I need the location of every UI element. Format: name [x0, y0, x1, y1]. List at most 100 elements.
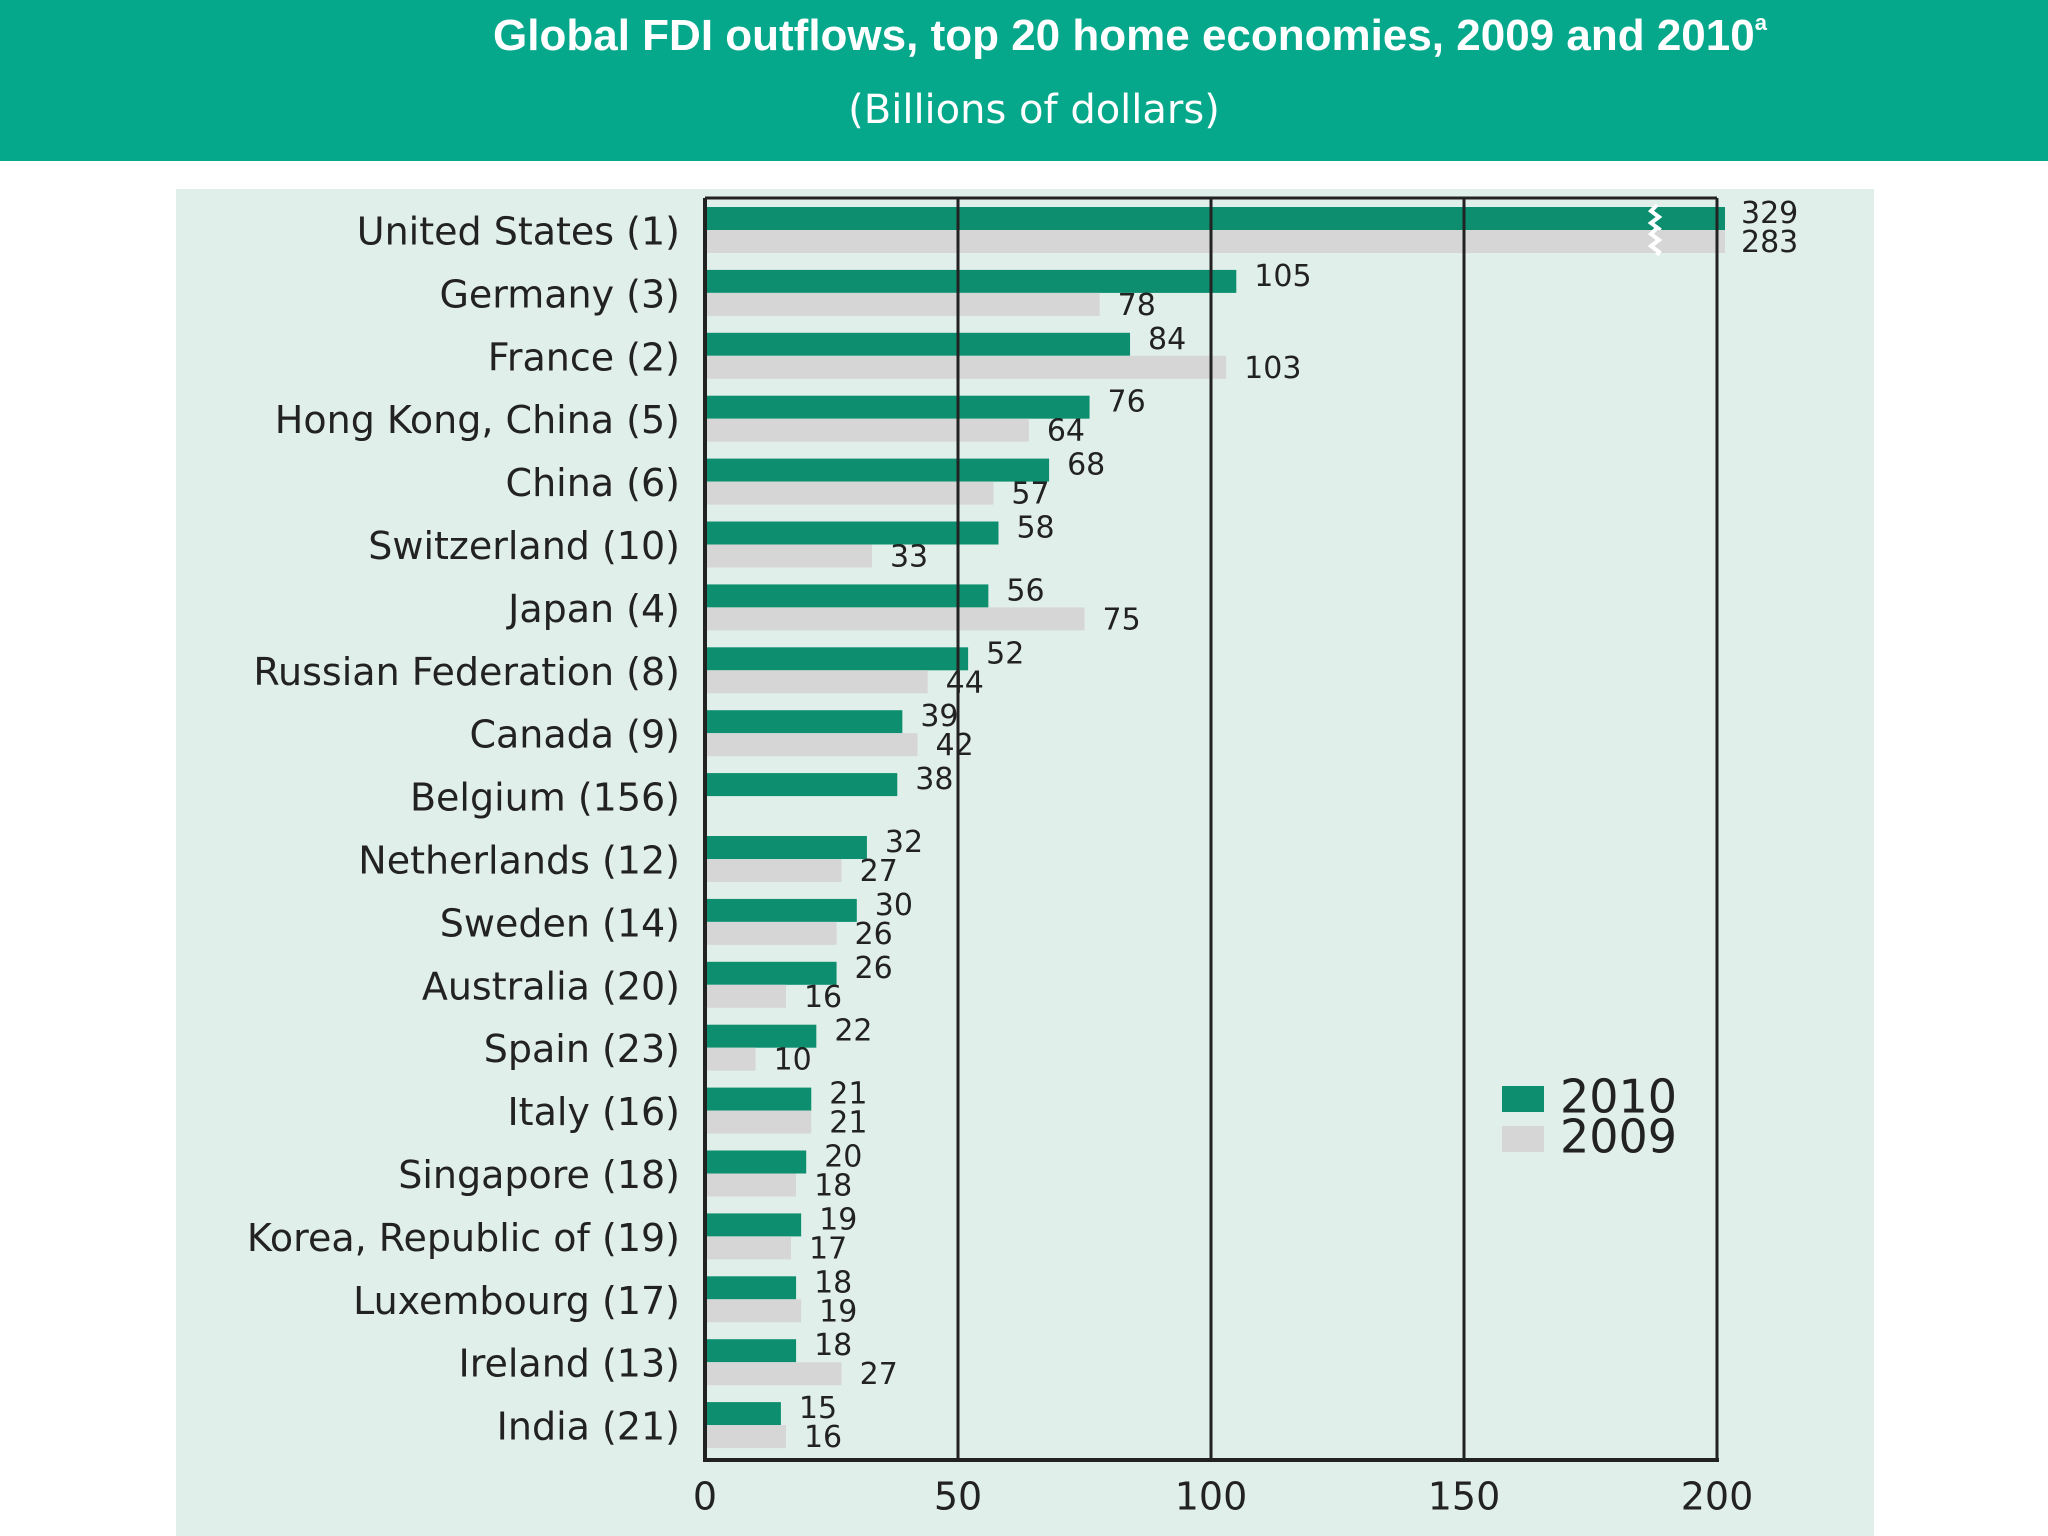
- bar: [705, 733, 918, 757]
- category-label: Canada (9): [469, 713, 680, 757]
- bar: [705, 481, 994, 505]
- value-label: 17: [809, 1231, 847, 1266]
- category-label: Hong Kong, China (5): [275, 398, 680, 442]
- value-label: 15: [799, 1391, 837, 1426]
- category-label: Netherlands (12): [358, 839, 680, 883]
- value-label: 27: [860, 854, 898, 889]
- axis-break: [1647, 226, 1663, 257]
- category-label: Italy (16): [507, 1090, 680, 1134]
- value-label: 78: [1118, 288, 1156, 323]
- value-label: 38: [915, 762, 953, 797]
- bar: [705, 584, 989, 608]
- bar: [705, 898, 857, 922]
- bar: [705, 521, 999, 545]
- value-label: 84: [1148, 322, 1186, 357]
- legend-swatch: [1502, 1126, 1544, 1152]
- value-label: 26: [855, 951, 893, 986]
- value-label: 19: [819, 1202, 857, 1237]
- value-label: 44: [946, 665, 984, 700]
- bar: [705, 710, 903, 734]
- category-label: United States (1): [357, 210, 680, 254]
- value-label: 64: [1047, 414, 1085, 449]
- value-label: 76: [1108, 385, 1146, 420]
- value-label: 58: [1016, 511, 1054, 546]
- bar: [705, 1150, 807, 1174]
- bar: [705, 418, 1029, 442]
- bar: [705, 921, 837, 945]
- bar: [705, 1173, 797, 1197]
- category-label: Korea, Republic of (19): [247, 1216, 680, 1260]
- bar: [705, 859, 842, 882]
- bar: [705, 332, 1131, 356]
- category-label: Germany (3): [439, 272, 680, 316]
- value-label: 56: [1006, 573, 1044, 608]
- value-label: 57: [1011, 477, 1049, 512]
- chart-title: Global FDI outflows, top 20 home economi…: [493, 10, 1768, 60]
- bar: [705, 670, 928, 694]
- legend-swatch: [1502, 1086, 1544, 1112]
- bar: [705, 1047, 756, 1071]
- category-label: Luxembourg (17): [353, 1279, 680, 1323]
- bar: [705, 269, 1237, 293]
- header-band: [0, 0, 2048, 161]
- value-label: 22: [834, 1014, 872, 1049]
- bar: [705, 1402, 781, 1426]
- category-label: Japan (4): [506, 587, 680, 631]
- bar: [705, 1024, 817, 1048]
- legend-label: 2009: [1560, 1110, 1677, 1164]
- value-label: 19: [819, 1294, 857, 1329]
- category-label: France (2): [488, 335, 680, 379]
- bar: [705, 647, 969, 671]
- bar: [705, 1110, 812, 1134]
- value-label: 16: [804, 1420, 842, 1455]
- bar: [705, 458, 1050, 482]
- category-label: Belgium (156): [410, 776, 680, 820]
- value-label: 75: [1103, 602, 1141, 637]
- x-tick-label: 200: [1681, 1475, 1754, 1519]
- bar: [705, 961, 837, 985]
- value-label: 18: [814, 1265, 852, 1300]
- x-tick-label: 0: [693, 1475, 717, 1519]
- value-label: 42: [936, 728, 974, 763]
- category-label: Sweden (14): [440, 901, 680, 945]
- value-label: 30: [875, 888, 913, 923]
- title-text: Global FDI outflows, top 20 home economi…: [493, 11, 1755, 60]
- bar: [705, 355, 1227, 379]
- value-label: 26: [855, 917, 893, 952]
- category-label: Australia (20): [422, 964, 680, 1008]
- category-label: Spain (23): [484, 1027, 680, 1071]
- bar: [705, 1339, 797, 1363]
- chart-subtitle: (Billions of dollars): [848, 87, 1220, 133]
- bar: [705, 1236, 792, 1260]
- category-label: Russian Federation (8): [253, 650, 680, 694]
- value-label: 283: [1741, 225, 1798, 260]
- category-label: China (6): [506, 461, 680, 505]
- axis-break: [1647, 203, 1663, 234]
- value-label: 103: [1244, 351, 1301, 386]
- value-label: 20: [824, 1140, 862, 1175]
- value-label: 10: [774, 1043, 812, 1078]
- bar: [705, 544, 872, 568]
- value-label: 18: [814, 1328, 852, 1363]
- value-label: 52: [986, 636, 1024, 671]
- bar: [705, 1425, 786, 1449]
- x-tick-label: 50: [934, 1475, 982, 1519]
- bar: [705, 1362, 842, 1386]
- value-label: 21: [829, 1077, 867, 1112]
- legend-label: 2010: [1560, 1070, 1677, 1124]
- value-label: 32: [885, 825, 923, 860]
- bar: [705, 395, 1090, 419]
- value-label: 16: [804, 980, 842, 1015]
- bar: [705, 207, 1725, 230]
- value-label: 18: [814, 1169, 852, 1204]
- bar: [705, 1087, 812, 1111]
- bar: [705, 607, 1085, 631]
- bar: [705, 1276, 797, 1300]
- category-label: Singapore (18): [398, 1153, 680, 1197]
- bar: [705, 292, 1100, 316]
- value-label: 329: [1741, 196, 1798, 231]
- value-label: 105: [1254, 259, 1311, 294]
- category-label: Ireland (13): [458, 1342, 680, 1386]
- bar: [705, 1299, 802, 1323]
